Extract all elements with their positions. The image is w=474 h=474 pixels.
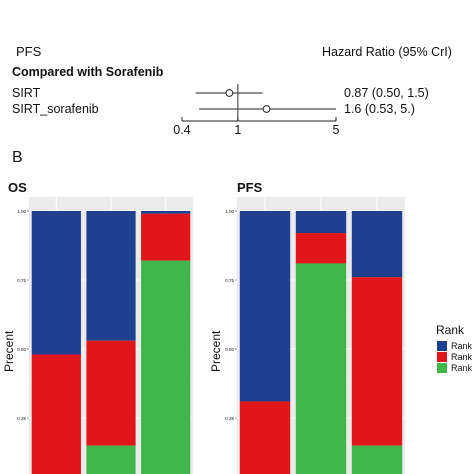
legend-label: Rank 2 [451,352,474,362]
forest-header-left: PFS [16,44,42,59]
bar-segment [351,277,403,446]
bar-segment [86,445,136,474]
bar-segment [239,211,291,402]
panel-b-label: B [12,149,23,166]
y-tick-label: 0.75 [17,278,26,283]
pfs-y-axis-label: Precent [209,330,223,372]
forest-row-label: SIRT_sorafenib [12,102,99,116]
bar-segment [351,211,403,278]
y-tick-label: 0.50 [17,347,26,352]
forest-header-right: Hazard Ratio (95% CrI) [322,45,452,59]
legend-swatch [437,363,447,373]
legend-swatch [437,341,447,351]
forest-tick-label: 0.4 [173,123,190,137]
bar-segment [86,340,136,446]
bar-segment [141,260,191,474]
os-stacked-bar-chart: 0.25 0.50 0.75 1.00 [17,197,193,474]
forest-tick-label: 1 [234,123,241,137]
y-tick-label: 1.00 [17,209,26,214]
hr-point [225,89,234,97]
legend-swatch [437,352,447,362]
y-tick-label: 1.00 [225,209,234,214]
forest-axis: 0.4 1 5 [173,84,340,137]
forest-tick-label: 5 [333,123,340,137]
legend: Rank Rank 1Rank 2Rank 3 [436,323,474,373]
forest-row-label: SIRT [12,86,41,100]
bar-segment [295,211,347,234]
forest-row-value: 0.87 (0.50, 1.5) [344,86,429,100]
os-y-axis-label: Precent [2,330,16,372]
bar-segment [141,213,191,261]
pfs-stacked-bar-chart: 0.25 0.50 0.75 1.00 [225,197,405,474]
y-tick-label: 0.50 [225,347,234,352]
bar-segment [351,445,403,474]
bar-segment [239,401,291,474]
bar-segment [295,233,347,264]
bar-segment [295,263,347,474]
forest-row-value: 1.6 (0.53, 5.) [344,102,415,116]
bar-segment [86,211,136,341]
y-tick-label: 0.75 [225,278,234,283]
y-tick-label: 0.25 [225,416,234,421]
os-panel-title: OS [8,180,27,195]
bar-segment [31,211,81,355]
forest-rows: SIRT 0.87 (0.50, 1.5) SIRT_sorafenib 1.6 (0… [12,86,429,116]
hr-point [262,105,271,113]
bar-segment [31,354,81,474]
legend-title: Rank [436,323,465,337]
pfs-panel-title: PFS [237,180,263,195]
bar-segment [141,211,191,214]
legend-label: Rank 3 [451,363,474,373]
y-tick-label: 0.25 [17,416,26,421]
forest-group-label: Compared with Sorafenib [12,65,164,79]
legend-label: Rank 1 [451,341,474,351]
